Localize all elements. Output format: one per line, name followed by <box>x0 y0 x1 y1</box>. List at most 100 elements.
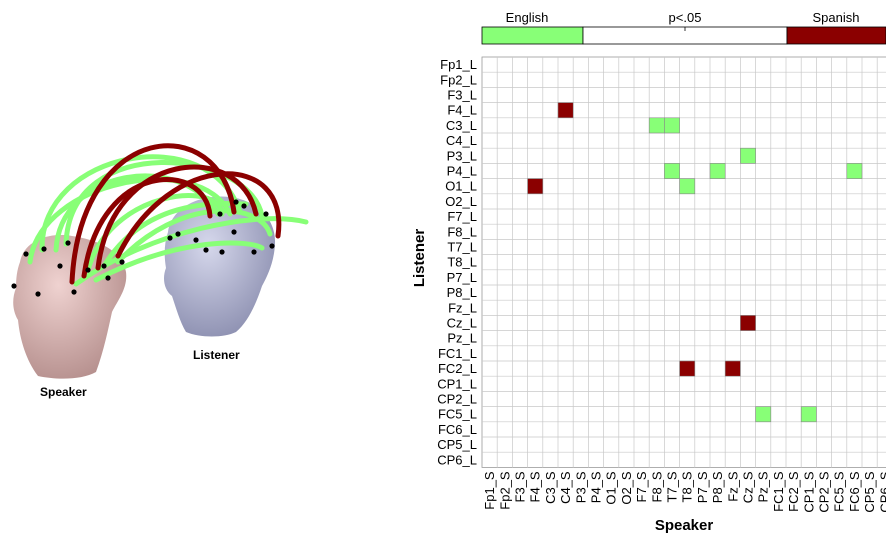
heatmap-cell-T8_S-FC2_L <box>679 360 696 377</box>
spanish-link-arc <box>115 171 282 259</box>
spanish-link-arc <box>69 143 237 285</box>
y-tick-label: FC2_L <box>438 361 477 376</box>
y-tick-label: P8_L <box>447 285 477 300</box>
x-tick-label: Pz_S <box>756 471 771 502</box>
y-tick-label: C4_L <box>446 133 477 148</box>
x-tick-label: C4_S <box>558 471 573 504</box>
electrode-dot <box>231 229 237 235</box>
y-tick-label: Fz_L <box>448 300 477 315</box>
y-tick-label: T8_L <box>447 255 477 270</box>
english-link-arc <box>101 200 249 269</box>
y-tick-label: CP5_L <box>437 437 477 452</box>
x-tick-label: FC6_S <box>847 471 862 512</box>
electrode-dot <box>35 291 41 297</box>
speaker-label: Speaker <box>40 385 87 399</box>
x-tick-label: Fp2_S <box>497 471 512 510</box>
heatmap-cell-P8_S-P4_L <box>709 163 726 179</box>
electrode-dot <box>85 267 91 273</box>
x-axis-title: Speaker <box>655 517 714 534</box>
colorbar-english-segment <box>481 26 584 45</box>
x-tick-labels: Fp1_S Fp2_S F3_S F4_S C3_S C4_S P3_S P4_S O1_S O2… <box>482 471 886 513</box>
y-tick-label: O1_L <box>445 179 477 194</box>
x-tick-label: T8_S <box>680 471 695 502</box>
x-tick-label: Fp1_S <box>482 471 497 510</box>
x-tick-label: P4_S <box>589 471 604 503</box>
y-tick-label: P3_L <box>447 148 477 163</box>
x-tick-label: C3_S <box>543 471 558 504</box>
spanish-link-arc <box>95 164 259 271</box>
electrode-dot <box>23 251 29 257</box>
x-tick-label: FC5_S <box>832 471 847 512</box>
electrode-dot <box>175 231 181 237</box>
electrode-dot <box>269 243 275 249</box>
y-tick-label: FC1_L <box>438 346 477 361</box>
heatmap-cell-Pz_S-FC5_L <box>755 406 772 423</box>
electrode-dot <box>119 259 125 265</box>
listener-label: Listener <box>193 348 240 362</box>
heatmap-cell-F8_S-C3_L <box>648 117 665 134</box>
heatmap-cell-FC6_S-P4_L <box>846 163 863 179</box>
electrode-dot <box>263 211 269 217</box>
english-link-arc <box>27 177 233 265</box>
hyperscanning-illustration: Speaker Listener <box>11 143 309 399</box>
heatmap-cell-Cz_S-Cz_L <box>740 315 756 331</box>
y-tick-label: P7_L <box>447 270 477 285</box>
heatmap-cell-T8_S-O1_L <box>679 178 696 195</box>
english-link-arc <box>93 240 265 283</box>
y-tick-label: O2_L <box>445 194 477 209</box>
spanish-link-arc <box>81 177 213 279</box>
x-tick-label: F4_S <box>528 471 543 502</box>
y-tick-label: FC5_L <box>438 407 477 422</box>
colorbar-english-label: English <box>506 10 549 25</box>
y-tick-label: P4_L <box>447 164 477 179</box>
colorbar-spanish-segment <box>786 26 886 45</box>
heatmap-cell-CP1_S-FC5_L <box>800 406 817 423</box>
y-tick-label: F3_L <box>447 88 477 103</box>
x-tick-label: CP1_S <box>801 471 816 513</box>
heatmap-cell-Fz_S-FC2_L <box>724 360 741 377</box>
x-tick-label: CP2_S <box>817 471 832 513</box>
colorbar-center-label: p<.05 <box>669 10 702 25</box>
colorbar-spanish-label: Spanish <box>813 10 860 25</box>
y-tick-label: C3_L <box>446 118 477 133</box>
x-tick-label: FC2_S <box>786 471 801 512</box>
x-tick-label: Cz_S <box>741 471 756 503</box>
y-tick-label: Fp1_L <box>440 57 477 72</box>
heatmap-cell-C4_S-F4_L <box>557 102 574 119</box>
x-tick-label: P7_S <box>695 471 710 503</box>
heatmap-grid <box>481 56 886 468</box>
y-tick-label: CP6_L <box>437 452 477 467</box>
electrode-dot <box>167 235 173 241</box>
electrode-dot <box>251 249 257 255</box>
colorbar: English p<.05 Spanish <box>481 10 886 45</box>
y-tick-label: FC6_L <box>438 422 477 437</box>
y-tick-label: F7_L <box>447 209 477 224</box>
electrode-dot <box>217 211 223 217</box>
heatmap-cell-Cz_S-P3_L <box>740 147 756 164</box>
electrode-dot <box>233 199 239 205</box>
electrode-dot <box>193 237 199 243</box>
heatmap-cell-T7_S-C3_L <box>664 117 680 134</box>
y-tick-label: T7_L <box>447 240 477 255</box>
x-tick-label: O1_S <box>604 471 619 505</box>
x-tick-label: CP6_S <box>877 471 886 513</box>
x-tick-label: Fz_S <box>725 471 740 502</box>
heatmap: Fp1_LFp2_LF3_LF4_LC3_LC4_LP3_LP4_LO1_LO2… <box>411 56 886 534</box>
inter-brain-links <box>27 143 309 287</box>
heatmap-frame <box>481 56 886 468</box>
heatmap-cell-F4_S-O1_L <box>527 178 544 195</box>
electrode-dot <box>203 247 209 253</box>
electrode-dot <box>57 263 63 269</box>
electrode-dot <box>105 275 111 281</box>
x-tick-label: CP5_S <box>862 471 877 513</box>
y-tick-label: Pz_L <box>447 331 477 346</box>
electrode-dot <box>41 246 47 252</box>
x-tick-label: F3_S <box>513 471 528 502</box>
x-tick-label: P8_S <box>710 471 725 503</box>
y-tick-labels: Fp1_LFp2_LF3_LF4_LC3_LC4_LP3_LP4_LO1_LO2… <box>437 57 477 467</box>
x-tick-label: O2_S <box>619 471 634 505</box>
y-axis-title: Listener <box>411 229 428 288</box>
x-tick-label: T7_S <box>665 471 680 502</box>
electrode-dot <box>101 263 107 269</box>
x-tick-label: FC1_S <box>771 471 786 512</box>
